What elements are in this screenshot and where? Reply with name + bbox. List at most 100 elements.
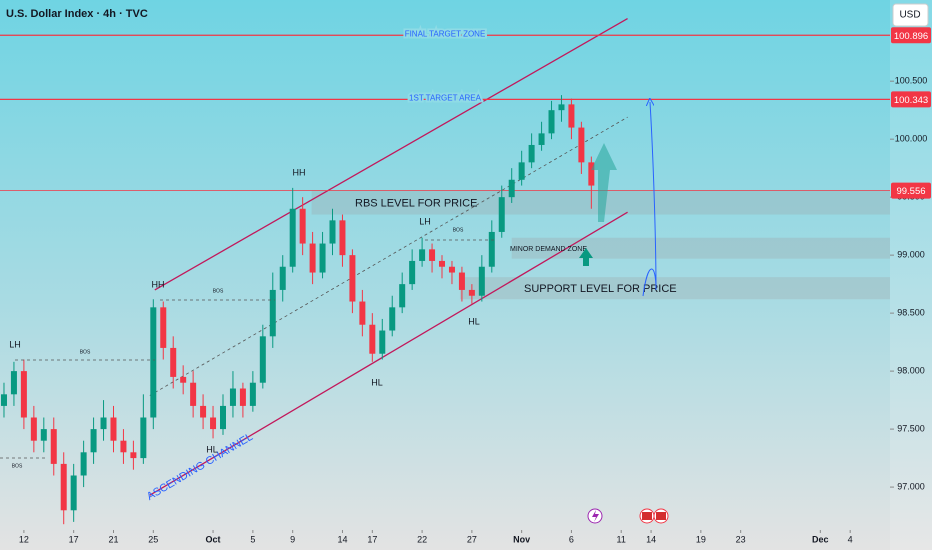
candle-body: [379, 330, 386, 354]
candle-body: [518, 162, 525, 180]
candle-body: [289, 208, 296, 267]
y-tick-label: 98.000: [897, 365, 925, 375]
zone-label: SUPPORT LEVEL FOR PRICE: [524, 283, 677, 295]
y-tick-label: 99.000: [897, 250, 925, 260]
candle-body: [190, 382, 197, 406]
candle-body: [140, 417, 147, 459]
candle-body: [200, 405, 207, 418]
lines: [0, 17, 890, 496]
candle-body: [429, 249, 436, 261]
candle-body: [40, 429, 47, 441]
x-tick-label: 17: [367, 534, 377, 544]
currency-button[interactable]: [892, 3, 929, 27]
candle-body: [219, 405, 226, 430]
candle-body: [249, 382, 256, 406]
zone-label: RBS LEVEL FOR PRICE: [355, 197, 477, 209]
candle-body: [60, 463, 67, 511]
candle-body: [389, 307, 396, 331]
flag: [642, 512, 652, 520]
candle-body: [279, 266, 286, 290]
candle-body: [399, 284, 406, 308]
candle-body: [578, 127, 585, 163]
candle-body: [269, 289, 276, 337]
annotation: HL: [206, 444, 218, 454]
x-tick-label: 14: [646, 534, 656, 544]
x-tick-label: 25: [148, 534, 158, 544]
x-tick-label: 11: [617, 534, 626, 544]
y-tick-label: 100.000: [895, 134, 928, 144]
y-tick-label: 97.500: [897, 423, 925, 433]
candle-body: [80, 452, 87, 476]
x-tick-label: 21: [108, 534, 118, 544]
y-tick-label: 97.000: [897, 481, 925, 491]
projection-arrow: [642, 102, 657, 297]
annotation: BOS: [453, 227, 464, 233]
zone: [511, 237, 890, 259]
x-tick-label: Oct: [206, 534, 221, 544]
candle-body: [239, 388, 246, 406]
zone: [459, 277, 890, 300]
candle-body: [409, 260, 416, 285]
candle-body: [130, 452, 137, 459]
annotation: HL: [468, 316, 480, 326]
candle-body: [548, 110, 555, 134]
candle-body: [319, 243, 326, 273]
channel-middle: [149, 116, 628, 396]
annotation: BOS: [12, 463, 23, 469]
candle-body: [588, 162, 595, 186]
candle-body: [10, 371, 17, 395]
zone-label: MINOR DEMAND ZONE: [510, 246, 587, 253]
candle-body: [309, 243, 316, 273]
annotation: HH: [293, 167, 306, 177]
up-arrow: [591, 143, 617, 222]
candle-body: [349, 255, 356, 302]
currency-label[interactable]: USD: [899, 10, 920, 21]
candle-body: [339, 220, 346, 256]
candle-body: [359, 301, 366, 325]
candle-body: [568, 104, 575, 128]
candle-body: [110, 417, 117, 441]
candle-body: [508, 179, 515, 198]
annotation: BOS: [213, 288, 224, 294]
annotation: HH: [152, 279, 165, 289]
candle-body: [448, 266, 455, 273]
candle-body: [150, 307, 157, 418]
candle-body: [50, 429, 57, 464]
x-tick-label: 12: [19, 534, 29, 544]
flag: [656, 512, 666, 520]
x-tick-label: 17: [69, 534, 79, 544]
up-arrow-small: [579, 248, 593, 266]
x-tick-label: 5: [250, 534, 255, 544]
candle-body: [538, 133, 545, 145]
price-box: [891, 182, 931, 199]
y-tick-label: 98.500: [897, 308, 925, 318]
level-label: FINAL TARGET ZONE: [405, 29, 486, 38]
x-tick-label: Dec: [812, 534, 829, 544]
price-label: 99.556: [896, 186, 925, 197]
candle-body: [259, 336, 266, 383]
candle-body: [439, 260, 446, 267]
candle-body: [30, 417, 37, 441]
level-label: 1ST TARGET AREA: [409, 93, 482, 102]
channel-lower: [149, 211, 628, 496]
x-tick-label: 22: [417, 534, 427, 544]
candle-body: [210, 417, 217, 430]
candle-body: [458, 272, 465, 290]
candle-body: [170, 347, 177, 377]
candle-body: [70, 475, 77, 511]
candle-body: [120, 440, 127, 453]
candle-body: [20, 371, 27, 418]
candle-body: [468, 289, 475, 296]
candles: [0, 95, 595, 525]
candle-body: [180, 376, 187, 383]
x-tick-label: Nov: [513, 534, 530, 544]
x-tick-label: 9: [290, 534, 295, 544]
price-label: 100.343: [894, 95, 928, 106]
price-box: [891, 91, 931, 108]
candle-body: [478, 266, 485, 296]
event-icon-bolt: [592, 510, 599, 522]
x-tick-label: 6: [569, 534, 574, 544]
candle-body: [100, 417, 107, 430]
